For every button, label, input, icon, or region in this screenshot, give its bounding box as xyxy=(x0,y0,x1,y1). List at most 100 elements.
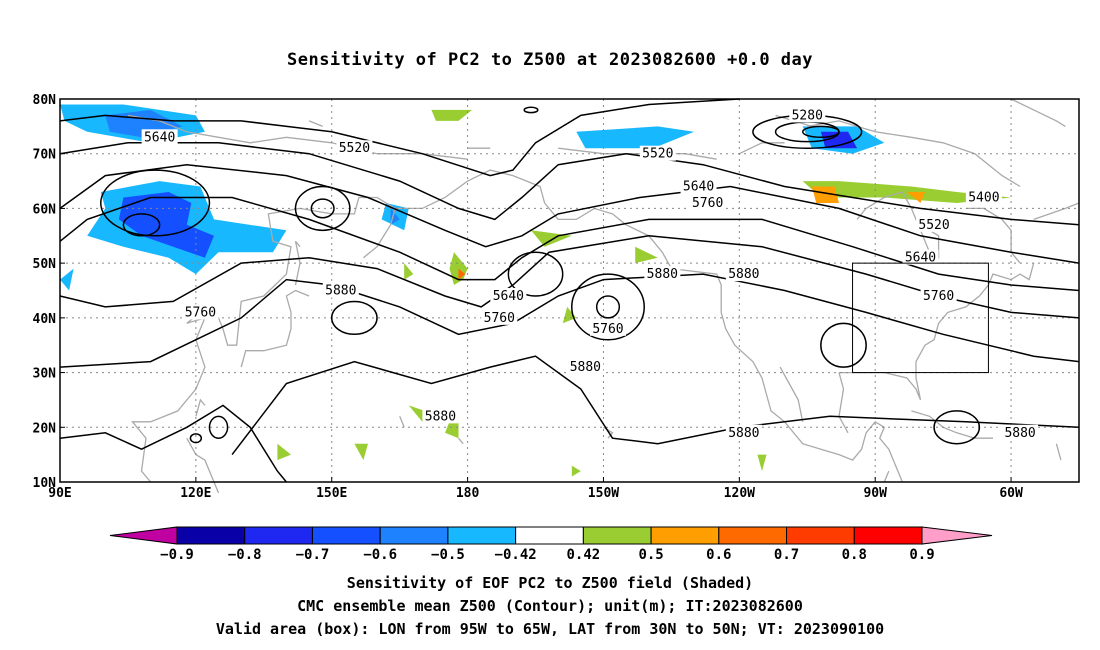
contour-label-background xyxy=(916,216,953,232)
contour-label-background xyxy=(725,424,762,440)
lat-tick-label: 60N xyxy=(33,202,57,217)
z500-contour-closed xyxy=(801,125,840,139)
contour-label: 5760 xyxy=(185,305,216,320)
colorbar-swatch xyxy=(447,526,517,545)
colorbar-swatch xyxy=(582,526,652,545)
map-frame xyxy=(59,98,1080,483)
grid-lines xyxy=(60,99,1079,482)
coastline xyxy=(965,207,1021,264)
coastline xyxy=(195,398,206,417)
z500-contour-closed xyxy=(507,251,564,297)
coastline xyxy=(127,114,468,160)
contour-label: 5880 xyxy=(325,284,356,299)
chart-title: Sensitivity of PC2 to Z500 at 2023082600… xyxy=(286,50,813,70)
coastline xyxy=(779,366,804,422)
contour-label-background xyxy=(920,287,957,303)
lon-tick-label: 90E xyxy=(48,486,71,501)
z500-contour-closed xyxy=(122,213,161,237)
footer-line-3: Valid area (box): LON from 95W to 65W, L… xyxy=(215,620,885,638)
shading-patch xyxy=(576,126,694,149)
contour-label-background xyxy=(336,140,373,156)
z500-contour-closed xyxy=(933,410,981,445)
z500-contour-closed xyxy=(523,106,539,114)
coastline xyxy=(839,262,1035,401)
z500-contour-closed xyxy=(820,322,867,368)
coastline xyxy=(1033,202,1080,221)
shading-patch xyxy=(277,443,291,461)
colorbar-label: −0.8 xyxy=(228,547,262,563)
shading-patch xyxy=(458,268,466,280)
contour-label: 5640 xyxy=(144,130,175,145)
valid-area-box xyxy=(852,262,989,374)
colorbar-label: 0.5 xyxy=(638,547,663,563)
z500-contour-line xyxy=(59,273,1080,368)
coastline xyxy=(308,120,323,128)
colorbar-low-arrow xyxy=(109,526,178,545)
coastline xyxy=(1055,443,1062,461)
z500-contour-line xyxy=(59,196,1080,292)
colorbar-swatch xyxy=(244,526,313,545)
contour-labels: 5640 5520 5280 5520 5640 5760 5400 5520 5640 5760… xyxy=(141,107,1039,441)
coastline xyxy=(294,240,301,286)
footer-line-2: CMC ensemble mean Z500 (Contour); unit(m… xyxy=(297,597,803,615)
shading-patch xyxy=(390,208,400,225)
contour-label: 5760 xyxy=(692,196,723,211)
lat-tick-label: 80N xyxy=(33,93,57,108)
shading-patch xyxy=(906,192,925,203)
lon-tick-label: 150W xyxy=(588,486,619,501)
shading-patch xyxy=(802,181,1012,203)
z500-contour-closed xyxy=(595,295,621,319)
contour-label: 5640 xyxy=(493,289,524,304)
colorbar-label: 0.42 xyxy=(567,547,601,563)
coastline xyxy=(883,470,890,483)
colorbar-swatch xyxy=(176,526,246,545)
contour-label: 5760 xyxy=(592,322,623,337)
z500-contour-line xyxy=(59,142,1080,226)
contour-label: 5520 xyxy=(918,218,949,233)
contour-label: 5520 xyxy=(339,141,370,156)
sensitivity-shading xyxy=(60,104,1012,477)
z500-contour-closed xyxy=(571,273,645,341)
z500-contour-line xyxy=(59,404,287,483)
contour-label: 5880 xyxy=(1004,426,1035,441)
colorbar-label: 0.9 xyxy=(909,547,934,563)
z500-contour-line xyxy=(59,98,740,177)
coastline xyxy=(911,410,993,439)
z500-contour-line xyxy=(231,355,1080,456)
contour-label-background xyxy=(644,266,681,282)
colorbar-label: 0.7 xyxy=(774,547,799,563)
colorbar: −0.9 −0.8 −0.7 −0.6 −0.5 −0.42 0.42 0.5 0.6 0.7 0.… xyxy=(109,526,993,563)
lat-tick-label: 20N xyxy=(33,421,57,436)
contour-label-background xyxy=(481,309,518,325)
contour-label-background xyxy=(567,359,604,375)
lon-tick-label: 90W xyxy=(863,486,887,501)
contour-label: 5400 xyxy=(968,190,999,205)
colorbar-swatch xyxy=(786,526,855,545)
shading-patch xyxy=(757,454,767,472)
lat-tick-label: 70N xyxy=(33,148,57,163)
coastline xyxy=(807,120,1021,188)
z500-contour-closed xyxy=(294,185,351,232)
lon-tick-label: 180 xyxy=(456,486,480,501)
colorbar-label: −0.42 xyxy=(495,547,537,563)
contour-label-background xyxy=(1002,424,1039,440)
axis-labels: 90E 120E 150E 180 150W 120W 90W 60W 80N 70N 60N 50N… xyxy=(33,93,1023,501)
colorbar-swatch xyxy=(311,526,381,545)
shading-patch xyxy=(118,192,214,258)
colorbar-label: −0.6 xyxy=(363,547,397,563)
colorbar-swatch xyxy=(853,526,923,545)
shading-patch xyxy=(635,246,658,264)
contour-label: 5880 xyxy=(728,426,759,441)
contour-label: 5640 xyxy=(905,251,936,266)
shading-patch xyxy=(404,263,414,280)
contour-label-background xyxy=(182,304,219,320)
contour-label: 5520 xyxy=(642,147,673,162)
contour-label: 5280 xyxy=(792,108,823,123)
colorbar-swatch xyxy=(718,526,788,545)
footer-line-1: Sensitivity of EOF PC2 to Z500 field (Sh… xyxy=(346,574,754,592)
shading-patch xyxy=(60,268,74,291)
colorbar-label: −0.5 xyxy=(431,547,465,563)
z500-contour-closed xyxy=(330,300,378,336)
colorbar-swatch xyxy=(379,526,449,545)
